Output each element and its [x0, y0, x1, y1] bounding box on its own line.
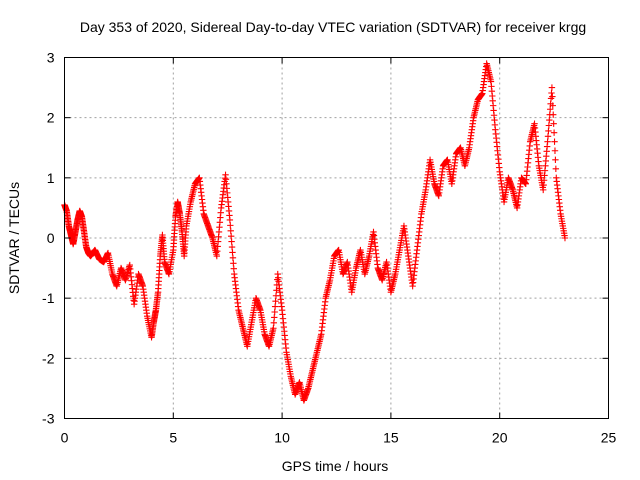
data-point-marker	[548, 84, 556, 91]
data-point-marker	[270, 325, 277, 332]
grid-lines	[64, 57, 609, 419]
y-tick-label: 2	[47, 110, 55, 126]
trace-marker	[548, 89, 555, 97]
x-tick-label: 5	[169, 430, 177, 446]
trace-marker	[229, 254, 237, 262]
y-tick-label: -1	[42, 290, 55, 306]
trace-marker	[550, 111, 557, 118]
data-points	[61, 60, 569, 404]
x-tick-labels: 0 5 10 15 20 25	[61, 430, 617, 446]
trace-marker	[549, 93, 556, 100]
trace-marker	[227, 222, 234, 229]
trace-marker	[546, 116, 553, 124]
y-tick-label: -3	[42, 411, 55, 427]
trace-marker	[271, 308, 278, 316]
trace-marker	[271, 314, 278, 321]
trace-marker	[227, 232, 235, 240]
trace-marker	[227, 227, 234, 234]
data-point-marker	[226, 216, 234, 224]
y-tick-labels: -3 -2 -1 0 1 2 3	[42, 50, 55, 427]
y-tick-label: -2	[42, 350, 55, 366]
trace-marker	[546, 106, 554, 113]
trace-marker	[549, 102, 556, 109]
trace-marker	[545, 127, 552, 135]
x-axis-label: GPS time / hours	[282, 458, 389, 474]
x-tick-label: 15	[383, 430, 399, 446]
trace-marker	[230, 265, 237, 272]
trace-marker	[552, 156, 559, 163]
trace-marker	[270, 319, 278, 327]
trace-marker	[228, 238, 235, 245]
trace-marker	[544, 133, 552, 140]
data-point-marker	[544, 138, 551, 145]
axis-ticks	[64, 57, 609, 419]
trace-marker	[229, 249, 236, 256]
x-tick-label: 0	[61, 430, 69, 446]
trace-marker	[551, 147, 559, 154]
trace-marker	[230, 260, 237, 267]
trace-marker	[551, 138, 558, 145]
trace-marker	[550, 120, 557, 127]
y-tick-label: 3	[47, 50, 55, 66]
trace-marker	[271, 303, 279, 310]
trace-marker	[545, 122, 553, 129]
x-tick-label: 10	[274, 430, 290, 446]
chart-title: Day 353 of 2020, Sidereal Day-to-day VTE…	[80, 19, 586, 35]
y-axis-label: SDTVAR / TECUs	[6, 182, 22, 294]
trace-marker	[272, 297, 279, 305]
x-tick-label: 25	[601, 430, 617, 446]
y-tick-label: 0	[47, 230, 55, 246]
x-tick-label: 20	[492, 430, 508, 446]
trace-marker	[228, 243, 236, 251]
trace-marker	[550, 129, 558, 136]
data-point-marker	[561, 234, 569, 242]
trace-marker	[552, 165, 560, 173]
y-tick-label: 1	[47, 170, 55, 186]
